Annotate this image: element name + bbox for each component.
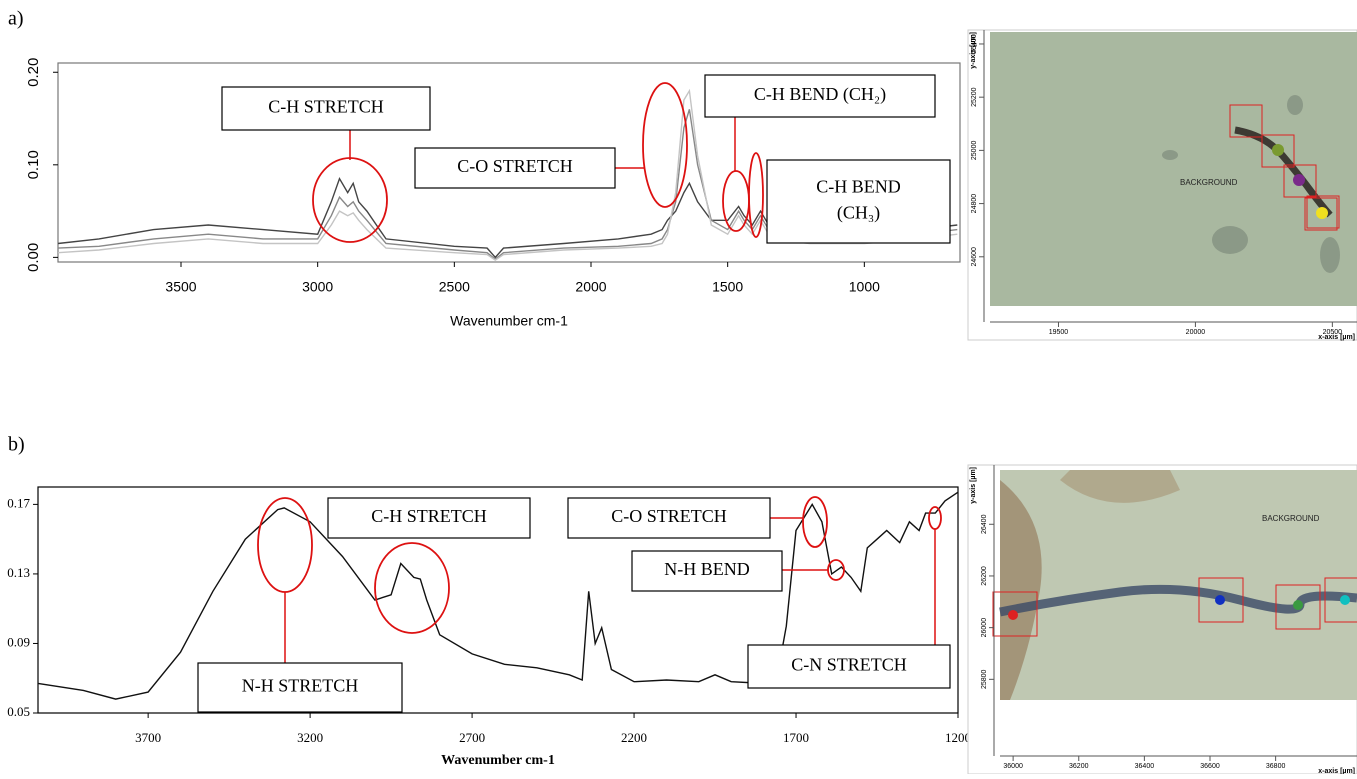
peak-marker <box>313 158 387 242</box>
annotation-text: C-H BEND <box>816 177 901 197</box>
peak-marker <box>723 171 749 231</box>
x-tick-label: 1500 <box>712 279 743 295</box>
annotation-text: C-O STRETCH <box>611 506 727 526</box>
x-axis-label: Wavenumber cm-1 <box>450 313 568 329</box>
annotation-box <box>767 160 950 243</box>
x-tick-label: 36200 <box>1069 763 1089 770</box>
annotation-text: C-H BEND (CH₂) <box>754 84 886 105</box>
y-tick-label: 26000 <box>981 618 988 638</box>
x-tick-label: 3000 <box>302 279 333 295</box>
y-axis-label: y-axis [µm] <box>970 467 977 504</box>
y-tick-label: 24800 <box>971 194 978 214</box>
x-tick-label: 2700 <box>459 730 485 745</box>
annotation-text: (CH₃) <box>837 203 880 224</box>
y-tick-label: 24600 <box>971 247 978 267</box>
x-tick-label: 19500 <box>1049 329 1069 336</box>
roi-dot <box>1293 600 1303 610</box>
annotation-text: N-H BEND <box>664 559 750 579</box>
roi-dot <box>1340 595 1350 605</box>
x-axis-label: x-axis [µm] <box>1318 768 1355 774</box>
peak-marker <box>803 497 827 547</box>
annotation-text: C-H STRETCH <box>371 506 487 526</box>
y-tick-label: 25200 <box>971 87 978 107</box>
leader-line <box>935 529 950 648</box>
x-tick-label: 2200 <box>621 730 647 745</box>
peak-marker <box>258 498 312 592</box>
annotation-text: C-N STRETCH <box>791 655 907 675</box>
x-tick-label: 20000 <box>1186 329 1206 336</box>
y-tick-label: 0.13 <box>7 565 30 580</box>
y-tick-label: 25000 <box>971 141 978 161</box>
x-tick-label: 3700 <box>135 730 161 745</box>
micrograph <box>990 32 1357 306</box>
marker-label: BACKGROUND <box>1262 514 1320 523</box>
debris <box>1162 150 1178 160</box>
y-tick-label: 26400 <box>981 514 988 534</box>
roi-dot <box>1215 595 1225 605</box>
y-tick-label: 26200 <box>981 566 988 586</box>
peak-marker <box>375 543 449 633</box>
panel-label: a) <box>8 8 24 30</box>
y-tick-label: 0.09 <box>7 634 30 649</box>
x-tick-label: 36000 <box>1003 763 1023 770</box>
x-tick-label: 1700 <box>783 730 809 745</box>
debris <box>1212 226 1248 254</box>
roi-dot <box>1316 207 1328 219</box>
x-tick-label: 3200 <box>297 730 323 745</box>
x-tick-label: 36600 <box>1200 763 1220 770</box>
x-tick-label: 36400 <box>1135 763 1155 770</box>
y-tick-label: 0.10 <box>25 150 42 179</box>
y-axis-label: y-axis [µm] <box>970 32 977 69</box>
figure: a) b) 3500 3000 2500 2000 1500 1000 0.00 0.10 0.… <box>0 0 1357 774</box>
x-tick-label: 2500 <box>439 279 470 295</box>
x-axis-label: Wavenumber cm-1 <box>441 753 555 768</box>
y-tick-label: 0.00 <box>25 243 42 272</box>
x-tick-label: 36800 <box>1266 763 1286 770</box>
marker-label: BACKGROUND <box>1180 178 1238 187</box>
debris <box>1320 237 1340 273</box>
y-tick-label: 25800 <box>981 669 988 689</box>
y-tick-label: 0.20 <box>25 58 42 87</box>
annotation-text: C-H STRETCH <box>268 97 384 117</box>
debris <box>1287 95 1303 115</box>
x-tick-label: 2000 <box>575 279 606 295</box>
annotation-text: N-H STRETCH <box>242 676 359 696</box>
roi-dot <box>1293 174 1305 186</box>
x-tick-label: 1200 <box>945 730 971 745</box>
y-tick-label: 0.17 <box>7 495 30 510</box>
panel-label: b) <box>8 434 25 456</box>
x-axis-label: x-axis [µm] <box>1318 334 1355 341</box>
x-tick-label: 3500 <box>165 279 196 295</box>
y-tick-label: 0.05 <box>7 704 30 719</box>
roi-dot <box>1272 144 1284 156</box>
x-tick-label: 1000 <box>849 279 880 295</box>
annotation-text: C-O STRETCH <box>457 156 573 176</box>
peak-marker <box>929 507 941 529</box>
roi-dot <box>1008 610 1018 620</box>
